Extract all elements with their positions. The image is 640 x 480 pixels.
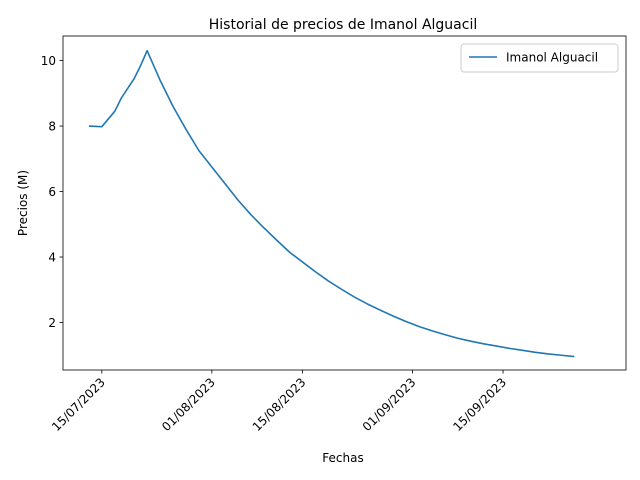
axes-frame: [62, 35, 627, 371]
y-axis-label: Precios (M): [16, 170, 30, 236]
y-tick-label: 6: [48, 185, 56, 199]
y-axis: 2 4 6 8 10: [41, 54, 63, 330]
legend: Imanol Alguacil: [460, 43, 619, 73]
series-layer: [88, 49, 575, 358]
y-tick-label: 8: [48, 120, 56, 134]
plot-area: [62, 35, 627, 371]
y-tick-label: 10: [41, 54, 56, 68]
series-line-0: [88, 49, 575, 358]
y-tick-label: 2: [48, 316, 56, 330]
legend-box: [460, 43, 619, 73]
x-axis-label: Fechas: [322, 451, 363, 465]
y-tick-label: 4: [48, 251, 56, 265]
legend-label: Imanol Alguacil: [506, 51, 598, 65]
chart-title: Historial de precios de Imanol Alguacil: [209, 17, 477, 33]
